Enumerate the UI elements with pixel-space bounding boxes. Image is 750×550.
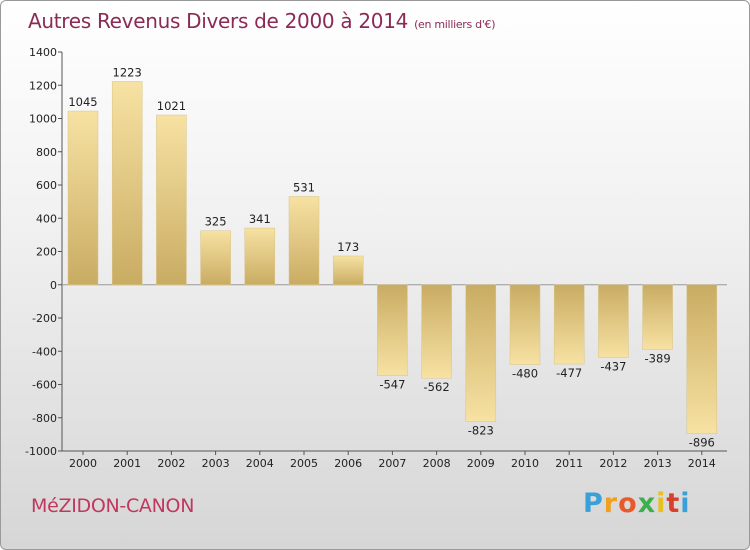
x-tick-label: 2005	[290, 457, 318, 470]
bars-layer	[67, 81, 718, 434]
y-tick-label: -800	[32, 412, 57, 425]
x-tick-label: 2003	[202, 457, 230, 470]
bar	[421, 284, 452, 379]
data-label: 1021	[157, 99, 186, 113]
bar	[509, 284, 541, 365]
brand-letter: o	[618, 488, 638, 519]
brand-letter: x	[637, 488, 657, 519]
data-label: 173	[337, 240, 359, 254]
chart-title: Autres Revenus Divers de 2000 à 2014 (en …	[28, 9, 496, 33]
data-label: 325	[205, 215, 227, 229]
bar	[288, 196, 320, 285]
data-label: -437	[600, 359, 626, 373]
y-tick-label: -600	[32, 379, 57, 392]
x-tick-label: 2010	[511, 457, 539, 470]
y-tick-label: -1000	[25, 445, 57, 458]
value-labels-layer: 1045 1223 1021 325 341 531 173 -547 -562 -823 -480…	[68, 65, 714, 449]
data-label: -480	[512, 367, 538, 381]
data-label: 531	[293, 180, 315, 194]
bar	[642, 284, 673, 350]
x-tick-label: 2012	[599, 457, 627, 470]
y-tick-label: 0	[50, 279, 57, 292]
x-tick-label: 2000	[69, 457, 97, 470]
bar	[244, 227, 276, 285]
x-tick-label: 2011	[555, 457, 583, 470]
bar-chart: 1400120010008006004002000-200-400-600-80…	[25, 46, 727, 470]
data-label: 341	[249, 212, 271, 226]
bar	[553, 284, 585, 365]
y-tick-label: 800	[36, 146, 57, 159]
bar	[377, 284, 408, 376]
data-label: 1223	[113, 65, 142, 79]
data-label: -823	[468, 424, 494, 438]
brand-letter: i	[656, 488, 667, 519]
x-tick-label: 2009	[467, 457, 495, 470]
x-tick-label: 2006	[334, 457, 362, 470]
y-tick-label: 1000	[29, 113, 57, 126]
bar	[111, 81, 143, 285]
bar	[465, 284, 497, 422]
title-text: Autres Revenus Divers de 2000 à 2014	[28, 9, 409, 33]
brand-letter: P	[583, 488, 604, 519]
bar	[598, 284, 629, 358]
brand-letter: r	[603, 488, 619, 519]
y-tick-label: 1200	[29, 79, 57, 92]
data-label: 1045	[68, 95, 97, 109]
bar	[156, 114, 187, 286]
bar	[686, 284, 718, 434]
data-label: -547	[379, 378, 405, 392]
data-label: -477	[556, 366, 582, 380]
x-tick-label: 2013	[644, 457, 672, 470]
bar	[332, 255, 364, 286]
y-tick-label: -200	[32, 312, 57, 325]
data-label: -896	[689, 436, 715, 450]
data-label: -562	[424, 380, 450, 394]
y-tick-label: 1400	[29, 46, 57, 59]
x-tick-label: 2002	[157, 457, 185, 470]
y-tick-label: 600	[36, 179, 57, 192]
y-tick-label: 200	[36, 246, 57, 259]
x-tick-label: 2001	[113, 457, 141, 470]
y-tick-label: 400	[36, 212, 57, 225]
bar	[200, 230, 231, 285]
chart-subtitle: (en milliers d'€)	[414, 18, 496, 31]
x-tick-label: 2014	[688, 457, 716, 470]
brand-letter: t	[666, 488, 681, 519]
axes-layer: 1400120010008006004002000-200-400-600-80…	[25, 46, 727, 470]
x-tick-label: 2007	[378, 457, 406, 470]
bar	[67, 110, 99, 285]
x-tick-label: 2004	[246, 457, 274, 470]
commune-name: MéZIDON-CANON	[31, 495, 195, 517]
x-tick-label: 2008	[423, 457, 451, 470]
brand-letter: i	[680, 488, 691, 519]
y-tick-label: -400	[32, 345, 57, 358]
brand-logo: Proxiti	[583, 488, 691, 519]
data-label: -389	[645, 351, 671, 365]
